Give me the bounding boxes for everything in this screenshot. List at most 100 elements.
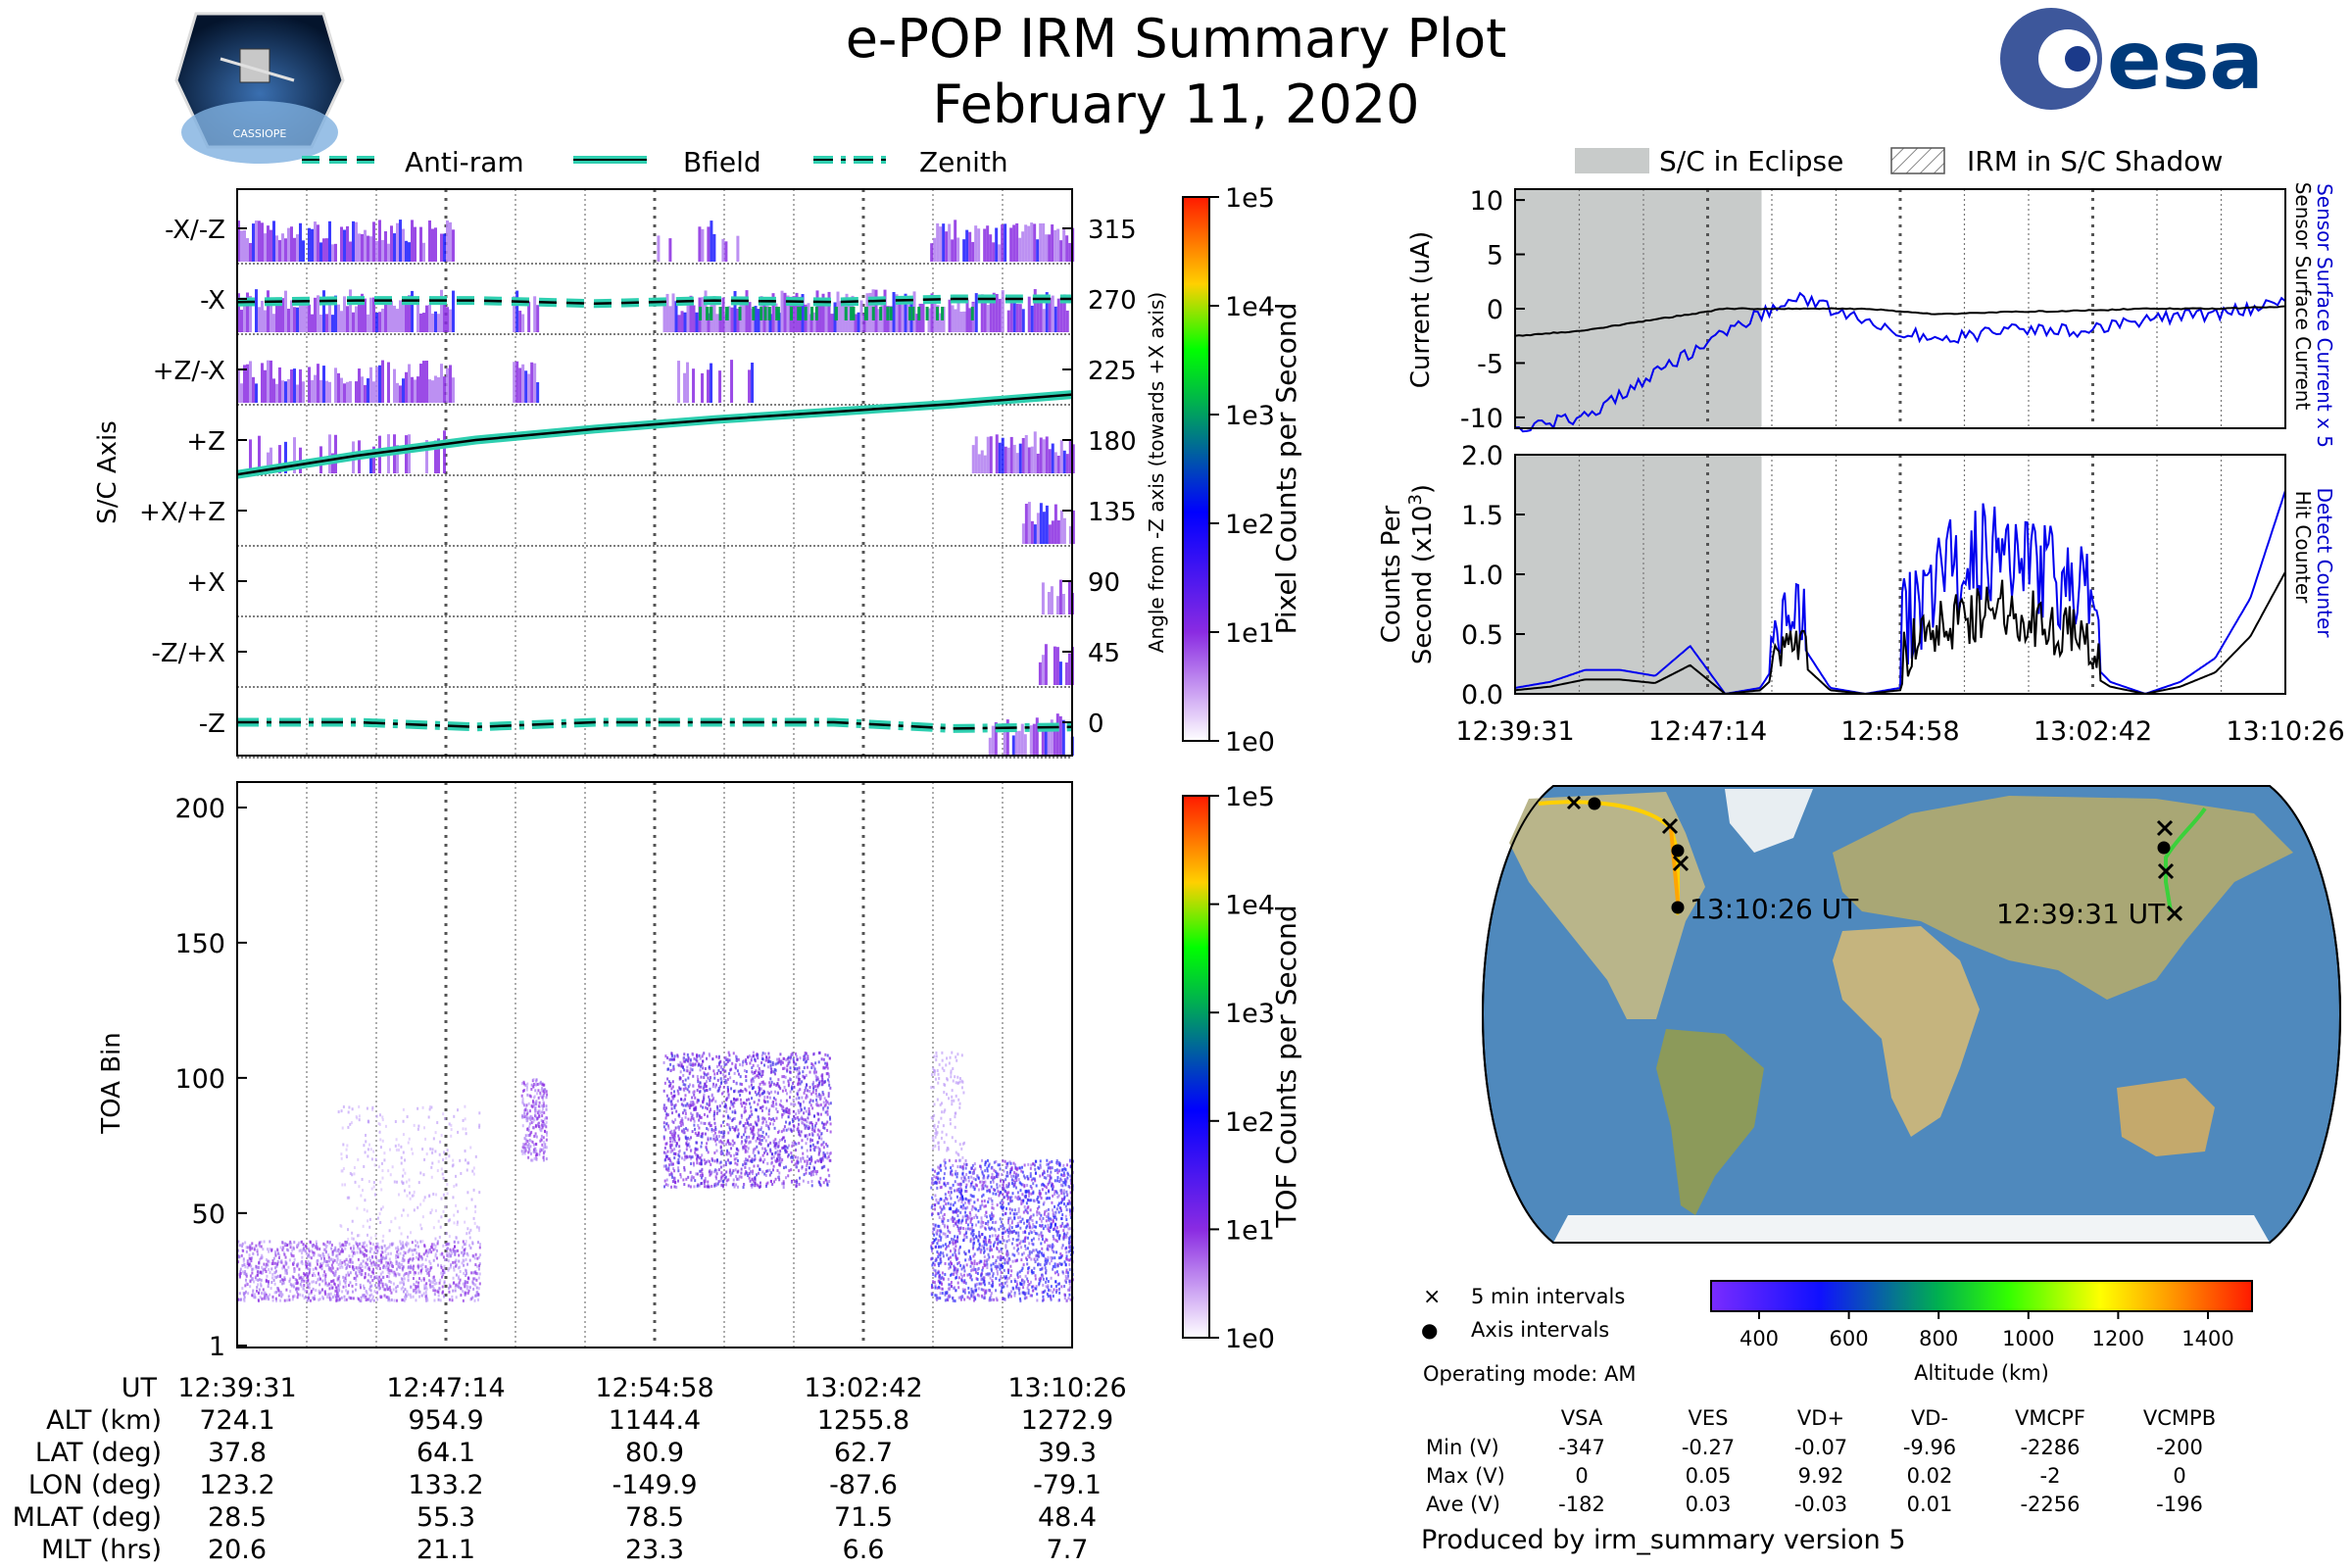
tof-cell [412, 1277, 415, 1281]
tof-cell [946, 1198, 949, 1201]
tof-cell [407, 1235, 410, 1239]
tof-cell [984, 1204, 987, 1208]
tof-cell [243, 1298, 246, 1302]
tof-cell [714, 1128, 717, 1132]
tof-cell [743, 1183, 746, 1187]
tof-cell [390, 1220, 393, 1224]
tof-cell [744, 1087, 747, 1091]
tof-cell [528, 1150, 531, 1153]
tof-cell [420, 1267, 423, 1271]
tof-cell [731, 1125, 734, 1129]
tof-cell [668, 1057, 671, 1061]
tof-cell [769, 1063, 772, 1067]
tof-cell [973, 1200, 976, 1204]
tof-cell [728, 1126, 731, 1130]
tof-cell [803, 1091, 806, 1095]
pixel-colorbar-label: Pixel Counts per Second [1270, 303, 1302, 635]
tof-cell [666, 1150, 669, 1153]
tof-cell [702, 1105, 705, 1109]
tof-cell [692, 1117, 695, 1121]
tof-cell [334, 1270, 337, 1274]
tof-cell [671, 1180, 674, 1184]
tof-cell [742, 1133, 745, 1137]
heat-cell [267, 225, 270, 262]
tof-cell [357, 1157, 360, 1161]
tof-cell [391, 1243, 394, 1247]
tof-cell [784, 1140, 787, 1144]
tof-cell [954, 1249, 956, 1252]
tof-cell [433, 1282, 436, 1286]
tof-cell [351, 1254, 354, 1258]
tof-cell [667, 1097, 670, 1101]
tof-cell [542, 1104, 545, 1108]
heat-cell [267, 360, 270, 403]
tof-cell [531, 1116, 534, 1120]
tof-cell [767, 1112, 770, 1116]
tof-cell [237, 1253, 240, 1257]
tof-cell [328, 1268, 331, 1272]
sc-axis-ylabel: S/C Axis [93, 420, 122, 524]
tof-cell [534, 1114, 537, 1118]
tof-cell [256, 1270, 259, 1274]
tof-cell [521, 1152, 524, 1155]
tof-cell [934, 1225, 937, 1229]
tof-cell [453, 1266, 456, 1270]
tof-cell [936, 1172, 939, 1176]
tof-cell [719, 1165, 722, 1169]
tof-cell [948, 1262, 951, 1266]
tof-cell [524, 1142, 527, 1146]
tof-cell [424, 1286, 427, 1290]
tof-cell [758, 1151, 760, 1154]
tof-cell [426, 1271, 429, 1275]
tof-cell [802, 1156, 805, 1160]
tof-cell [535, 1157, 538, 1161]
heat-cell [783, 292, 787, 332]
tof-cell [386, 1268, 389, 1272]
tof-cell [412, 1256, 415, 1260]
tof-cell [818, 1148, 821, 1152]
heat-cell [243, 230, 246, 262]
tof-cell [749, 1102, 752, 1105]
tof-cell [813, 1130, 816, 1134]
tof-cell [272, 1278, 275, 1282]
tof-cell [668, 1136, 671, 1140]
tof-cell [1001, 1286, 1004, 1290]
tof-cell [464, 1220, 466, 1224]
tof-cell [453, 1114, 456, 1118]
heat-cell [311, 314, 314, 332]
tof-cell [252, 1267, 255, 1271]
tof-cell [377, 1165, 380, 1169]
heat-cell [818, 304, 822, 332]
tof-cell [709, 1098, 711, 1102]
tof-cell [680, 1129, 683, 1133]
tof-cell [285, 1288, 288, 1292]
tof-cell [303, 1283, 306, 1287]
tof-cell [455, 1203, 458, 1207]
tof-cell [241, 1242, 244, 1246]
tof-cell [370, 1247, 373, 1250]
tof-cell [786, 1150, 789, 1153]
tof-cell [526, 1108, 529, 1112]
tof-cell [700, 1135, 703, 1139]
heat-cell [954, 220, 957, 262]
angle-tick-label: 315 [1088, 216, 1137, 245]
tof-cell [761, 1082, 764, 1086]
tof-cell [786, 1146, 789, 1150]
tof-cell [433, 1279, 436, 1283]
tof-cell [525, 1138, 528, 1142]
tof-cell [527, 1134, 530, 1138]
tof-cell [326, 1296, 329, 1299]
tof-cell [718, 1140, 721, 1144]
heat-cell [378, 312, 381, 332]
tof-cell [772, 1097, 775, 1101]
tof-cell [761, 1052, 764, 1055]
tof-cell [377, 1284, 380, 1288]
tof-cell [434, 1208, 437, 1212]
tof-cell [1025, 1226, 1028, 1230]
tof-cell [745, 1089, 748, 1093]
tof-cell [310, 1256, 313, 1260]
tof-cell [997, 1172, 1000, 1176]
tof-cell [666, 1183, 669, 1187]
tof-cell [676, 1063, 679, 1067]
heat-cell [322, 290, 325, 332]
